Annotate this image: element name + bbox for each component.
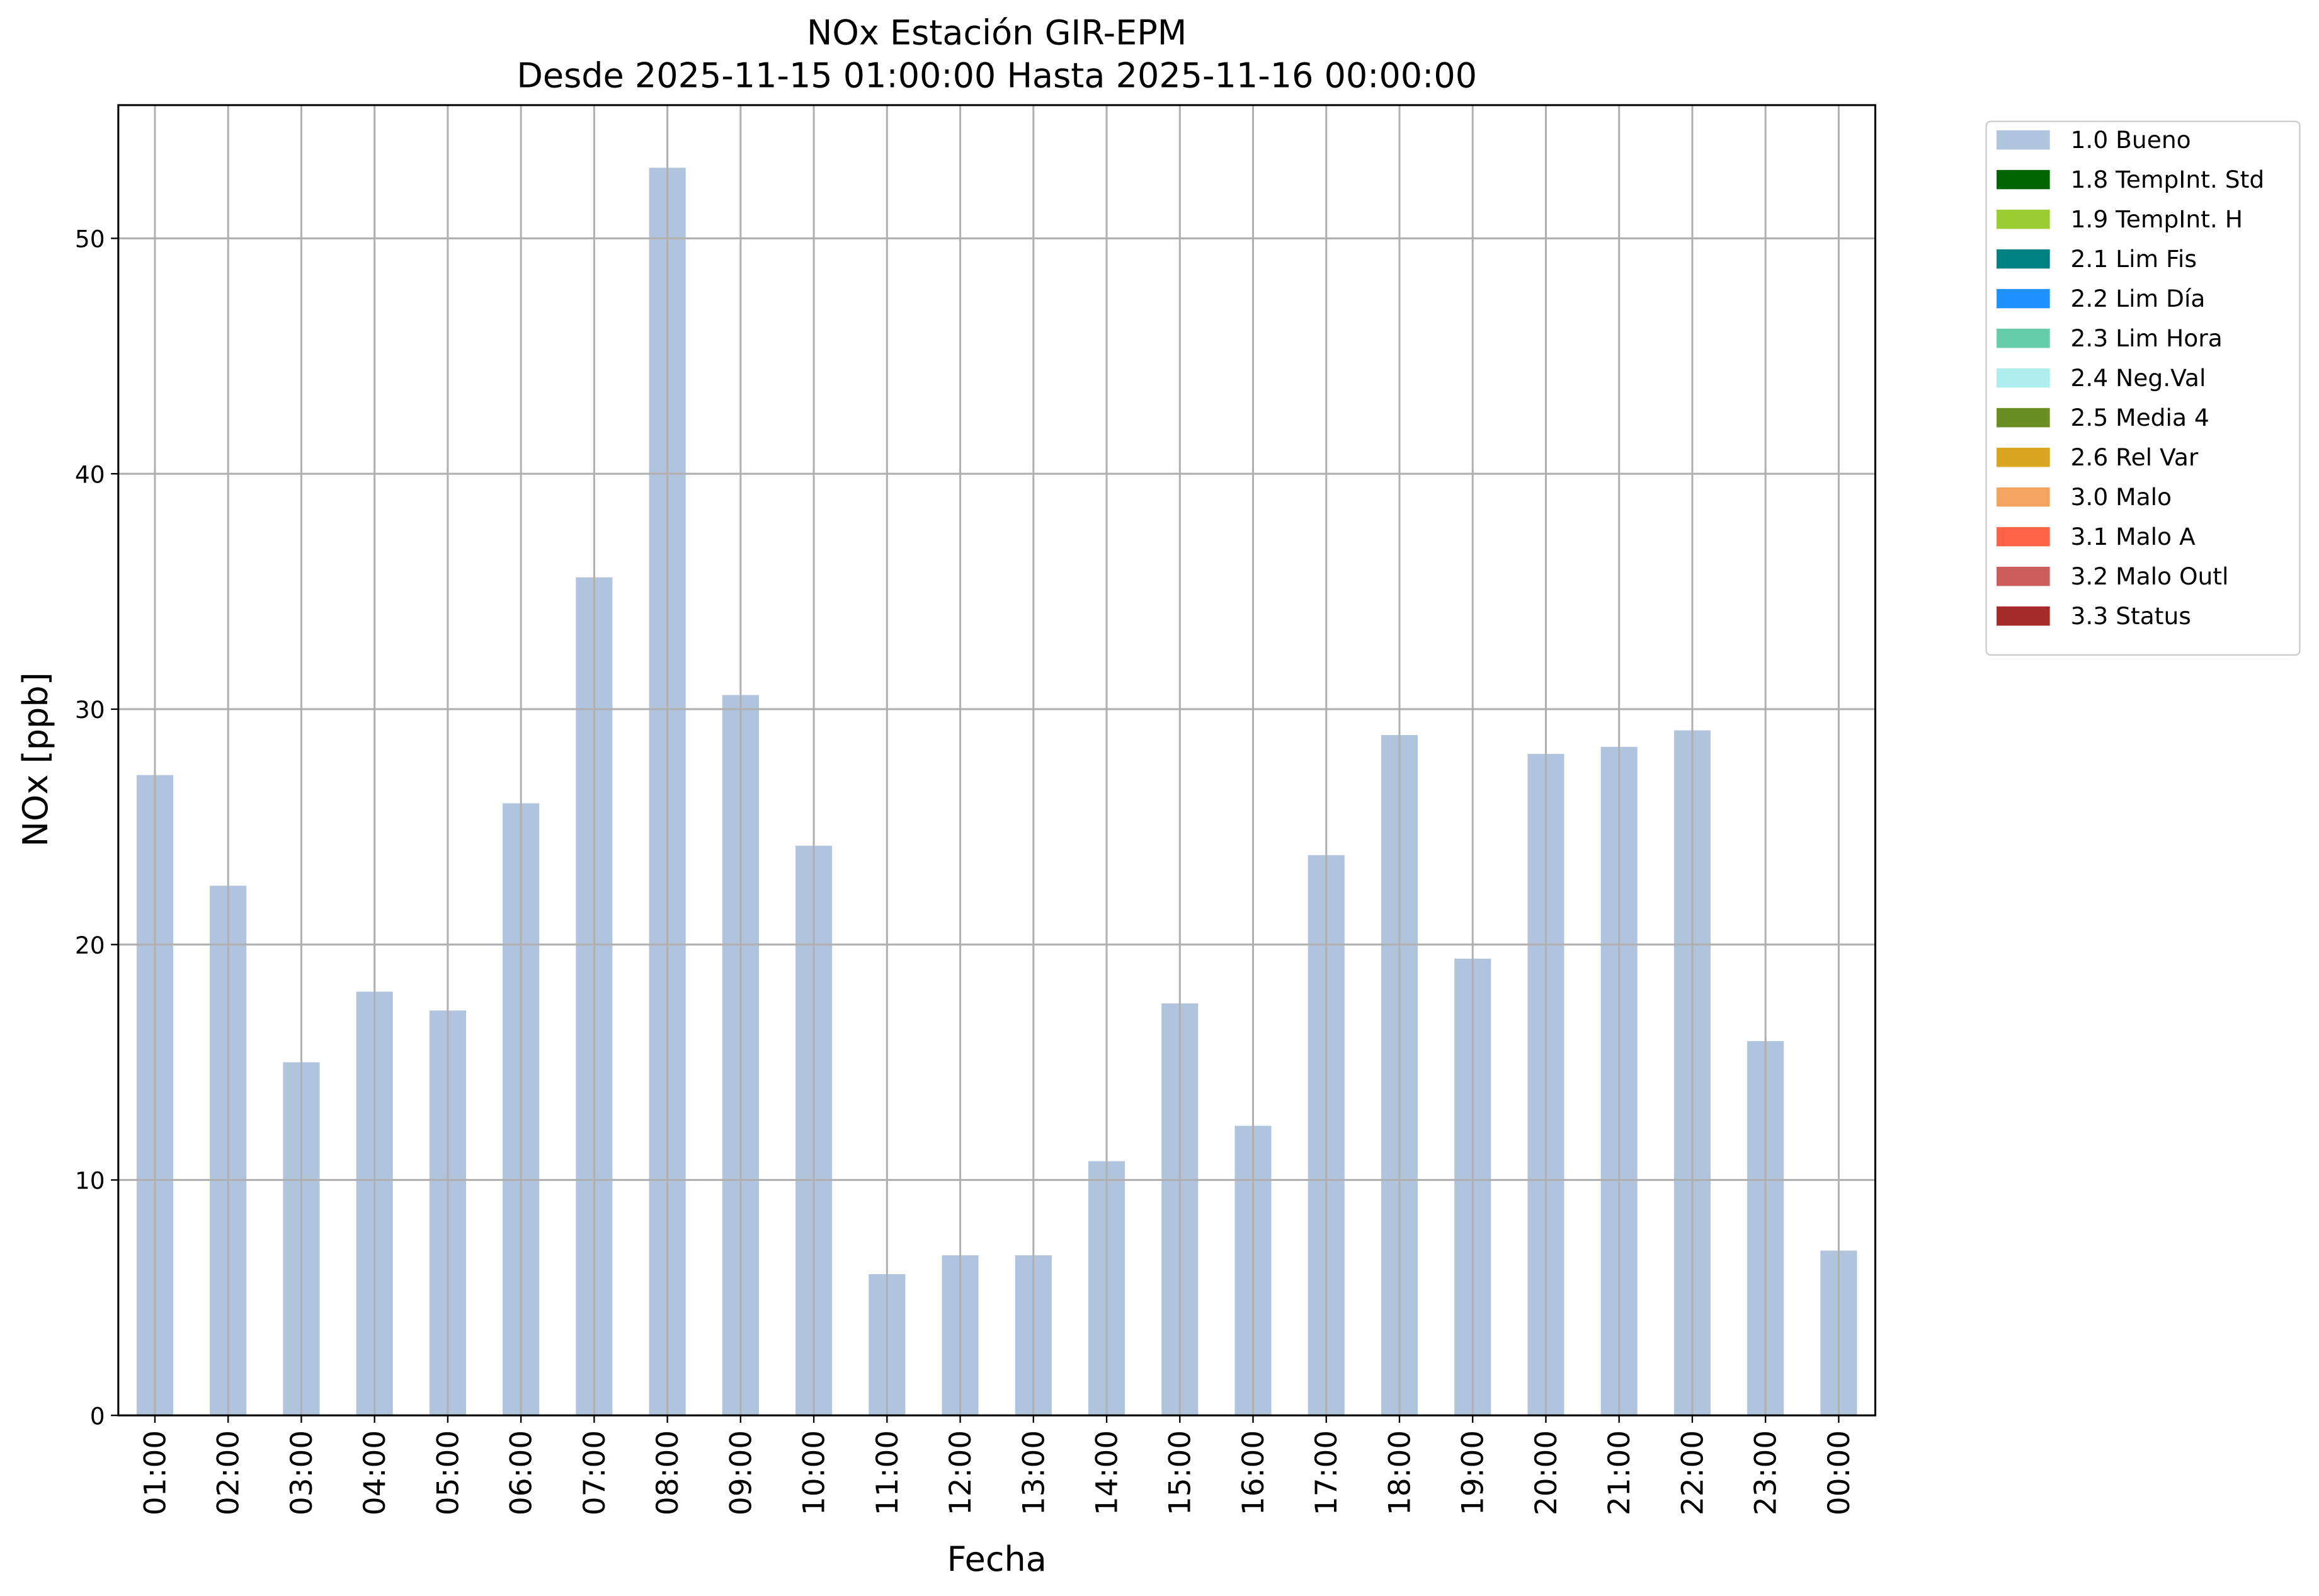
legend: 1.0 Bueno 1.8 TempInt. Std 1.9 TempInt. H 2… <box>1985 120 2301 656</box>
x-tick-label: 22:00 <box>1675 1430 1710 1515</box>
y-tick-label: 30 <box>75 696 105 724</box>
x-tick-label: 20:00 <box>1529 1430 1564 1515</box>
x-tick-label: 04:00 <box>358 1430 392 1515</box>
x-tick-label: 10:00 <box>797 1430 832 1515</box>
legend-swatch <box>1997 408 2050 428</box>
legend-swatch <box>1997 328 2050 348</box>
x-tick-label: 03:00 <box>285 1430 319 1515</box>
y-tick-label: 0 <box>90 1402 105 1430</box>
legend-label: 1.9 TempInt. H <box>2071 205 2243 233</box>
x-tick-label: 19:00 <box>1456 1430 1491 1515</box>
y-tick-label: 10 <box>75 1167 105 1195</box>
legend-label: 2.5 Media 4 <box>2071 404 2209 431</box>
legend-swatch <box>1997 447 2050 467</box>
legend-swatch <box>1997 566 2050 586</box>
x-tick-label: 01:00 <box>138 1430 173 1515</box>
legend-label: 2.3 Lim Hora <box>2071 324 2223 352</box>
x-tick-label: 07:00 <box>578 1430 612 1515</box>
y-tick-label: 20 <box>75 932 105 959</box>
x-tick-label: 09:00 <box>724 1430 758 1515</box>
legend-label: 3.3 Status <box>2071 602 2191 630</box>
x-tick-label: 05:00 <box>431 1430 465 1515</box>
y-tick-label: 50 <box>75 225 105 253</box>
legend-swatch <box>1997 487 2050 507</box>
x-tick-label: 15:00 <box>1163 1430 1198 1515</box>
legend-swatch <box>1997 288 2050 309</box>
legend-swatch <box>1997 130 2050 150</box>
legend-swatch <box>1997 249 2050 269</box>
x-tick-label: 02:00 <box>212 1430 246 1515</box>
x-tick-label: 21:00 <box>1602 1430 1637 1515</box>
legend-label: 2.1 Lim Fis <box>2071 245 2197 273</box>
legend-label: 3.1 Malo A <box>2071 523 2196 550</box>
legend-swatch <box>1997 209 2050 229</box>
legend-label: 1.8 TempInt. Std <box>2071 166 2265 193</box>
x-tick-label: 12:00 <box>943 1430 978 1515</box>
chart-subtitle: Desde 2025-11-15 01:00:00 Hasta 2025-11-… <box>516 56 1477 96</box>
x-tick-label: 16:00 <box>1236 1430 1271 1515</box>
legend-label: 2.4 Neg.Val <box>2071 364 2206 392</box>
legend-frame <box>1985 120 2301 656</box>
legend-label: 2.6 Rel Var <box>2071 443 2199 471</box>
legend-label: 2.2 Lim Día <box>2071 285 2206 312</box>
plot-area: 0 10 20 30 40 50 01:00 02:00 03:00 04:00 05:00 06:0… <box>75 104 1877 1515</box>
legend-label: 3.0 Malo <box>2071 483 2172 511</box>
y-tick-label: 40 <box>75 460 105 488</box>
legend-swatch <box>1997 606 2050 626</box>
x-tick-label: 08:00 <box>651 1430 685 1515</box>
x-tick-label: 06:00 <box>504 1430 539 1515</box>
legend-swatch <box>1997 169 2050 190</box>
x-tick-label: 14:00 <box>1090 1430 1125 1515</box>
legend-label: 3.2 Malo Outl <box>2071 562 2229 590</box>
x-tick-label: 18:00 <box>1382 1430 1417 1515</box>
x-tick-label: 00:00 <box>1822 1430 1857 1515</box>
legend-swatch <box>1997 527 2050 547</box>
legend-label: 1.0 Bueno <box>2071 126 2191 154</box>
legend-swatch <box>1997 368 2050 388</box>
x-axis-label: Fecha <box>947 1539 1047 1579</box>
plot-frame <box>117 104 1877 1416</box>
x-tick-label: 11:00 <box>870 1430 905 1515</box>
x-tick-label: 23:00 <box>1749 1430 1784 1515</box>
y-axis-label: NOx [ppb] <box>16 672 55 846</box>
x-tick-label: 13:00 <box>1017 1430 1051 1515</box>
x-tick-label: 17:00 <box>1309 1430 1344 1515</box>
chart-title: NOx Estación GIR-EPM <box>807 13 1187 52</box>
